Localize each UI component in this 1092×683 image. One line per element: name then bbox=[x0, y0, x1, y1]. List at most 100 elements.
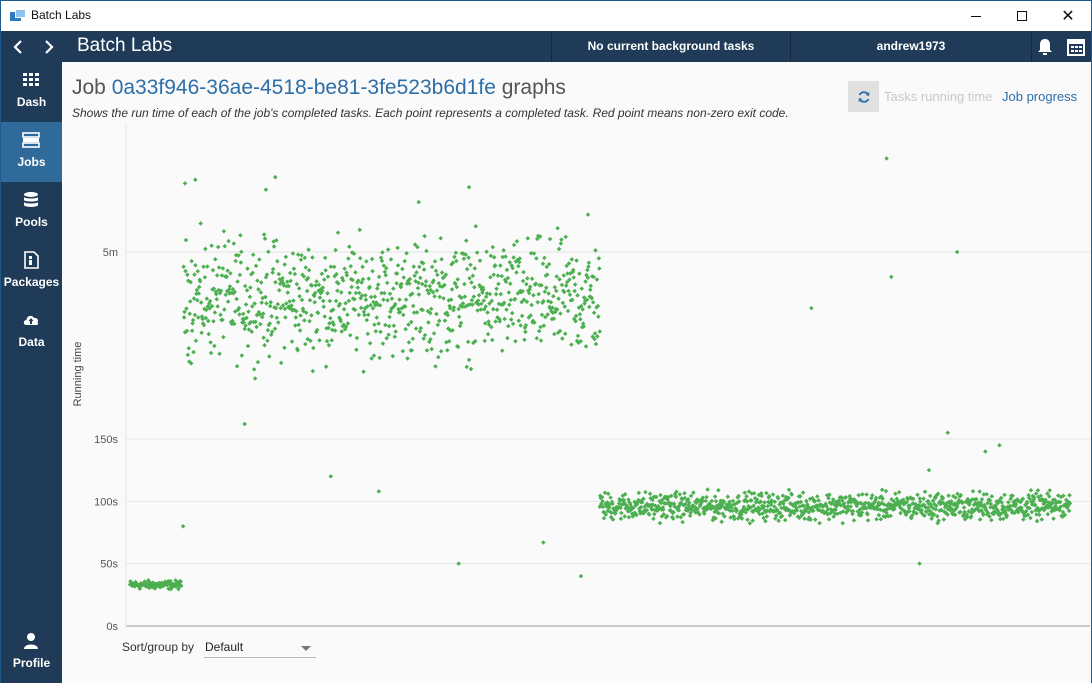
task-point bbox=[307, 297, 313, 303]
task-point bbox=[185, 352, 191, 358]
sidebar-item-packages[interactable]: Packages bbox=[1, 242, 62, 302]
task-point bbox=[327, 321, 332, 326]
task-point bbox=[618, 516, 624, 522]
sidebar-item-pools[interactable]: Pools bbox=[1, 182, 62, 242]
task-point bbox=[1037, 512, 1042, 517]
task-point bbox=[524, 281, 529, 287]
sidebar-item-jobs[interactable]: Jobs bbox=[1, 122, 62, 182]
task-point bbox=[700, 495, 706, 500]
task-point bbox=[1047, 488, 1053, 493]
task-point bbox=[403, 326, 408, 332]
user-account[interactable]: andrew1973 bbox=[876, 39, 946, 53]
task-point bbox=[732, 516, 737, 522]
task-point bbox=[507, 302, 512, 308]
task-point bbox=[848, 504, 853, 509]
task-point bbox=[384, 335, 389, 341]
bell-icon[interactable] bbox=[1034, 36, 1056, 58]
task-point bbox=[371, 353, 377, 358]
task-point bbox=[420, 260, 426, 266]
task-point bbox=[462, 281, 467, 287]
task-point bbox=[460, 301, 466, 306]
task-point bbox=[560, 336, 565, 341]
dropdown-caret-icon bbox=[301, 646, 311, 651]
maximize-button[interactable] bbox=[999, 1, 1045, 31]
sidebar-item-dash[interactable]: Dash bbox=[1, 62, 62, 122]
task-point bbox=[889, 274, 894, 280]
task-point bbox=[859, 501, 864, 507]
task-point bbox=[354, 335, 360, 341]
tab-tasks-running-time[interactable]: Tasks running time bbox=[884, 89, 993, 104]
task-point bbox=[539, 312, 545, 318]
task-point bbox=[306, 267, 312, 273]
sidebar-item-data[interactable]: Data bbox=[1, 302, 62, 362]
task-point bbox=[394, 271, 400, 276]
close-button[interactable]: ✕ bbox=[1045, 1, 1091, 31]
task-point bbox=[293, 323, 298, 328]
task-point bbox=[465, 339, 471, 345]
back-button[interactable] bbox=[7, 36, 29, 58]
task-point bbox=[298, 257, 304, 262]
task-point bbox=[310, 368, 316, 374]
task-point bbox=[193, 338, 199, 344]
task-point bbox=[382, 269, 388, 275]
task-point bbox=[536, 291, 541, 297]
page-title: Job 0a33f946-36ae-4518-be81-3fe523b6d1fe… bbox=[72, 76, 566, 100]
task-point bbox=[876, 512, 882, 518]
task-point bbox=[385, 298, 390, 303]
task-point bbox=[352, 296, 357, 302]
maximize-icon bbox=[1017, 11, 1027, 21]
task-point bbox=[525, 276, 530, 281]
task-point bbox=[339, 329, 345, 334]
task-point bbox=[394, 280, 399, 286]
task-point bbox=[198, 300, 204, 305]
job-id-link[interactable]: 0a33f946-36ae-4518-be81-3fe523b6d1fe bbox=[111, 76, 496, 99]
forward-button[interactable] bbox=[38, 36, 60, 58]
task-point bbox=[416, 199, 421, 205]
task-point bbox=[594, 277, 600, 282]
task-point bbox=[285, 279, 290, 284]
task-point bbox=[297, 328, 303, 333]
task-point bbox=[543, 314, 548, 320]
background-tasks-status[interactable]: No current background tasks bbox=[587, 39, 755, 53]
refresh-button[interactable] bbox=[848, 81, 879, 112]
task-point bbox=[349, 284, 354, 290]
task-point bbox=[884, 510, 889, 516]
minimize-button[interactable] bbox=[953, 1, 999, 31]
task-point bbox=[814, 494, 820, 499]
task-point bbox=[978, 500, 984, 505]
task-point bbox=[641, 496, 646, 501]
task-point bbox=[901, 497, 906, 502]
task-point bbox=[636, 490, 642, 496]
task-point bbox=[952, 512, 958, 518]
task-point bbox=[194, 287, 200, 293]
task-point bbox=[337, 301, 343, 307]
y-axis-label: Running time bbox=[72, 342, 84, 407]
task-point bbox=[314, 327, 320, 333]
task-point bbox=[625, 505, 630, 511]
task-point bbox=[559, 282, 565, 288]
task-point bbox=[761, 504, 767, 509]
task-point bbox=[340, 278, 346, 283]
pools-icon bbox=[24, 192, 38, 207]
calendar-icon[interactable] bbox=[1065, 36, 1087, 58]
task-point bbox=[294, 308, 299, 314]
task-point bbox=[306, 247, 311, 252]
sort-group-select[interactable]: Default bbox=[204, 638, 316, 658]
tab-job-progress[interactable]: Job progress bbox=[1002, 89, 1078, 104]
task-point bbox=[556, 246, 562, 252]
task-point bbox=[1010, 493, 1015, 499]
task-point bbox=[451, 305, 457, 310]
task-point bbox=[208, 340, 213, 345]
task-point bbox=[383, 272, 389, 278]
task-point bbox=[716, 487, 721, 493]
task-point bbox=[762, 500, 767, 505]
task-point bbox=[472, 338, 478, 344]
task-point bbox=[931, 512, 937, 517]
task-point bbox=[965, 514, 970, 520]
sidebar-item-profile[interactable]: Profile bbox=[1, 623, 62, 683]
task-point bbox=[327, 298, 333, 304]
task-point bbox=[745, 517, 750, 522]
task-point bbox=[933, 507, 939, 512]
task-point bbox=[832, 511, 838, 516]
task-point bbox=[257, 257, 262, 262]
